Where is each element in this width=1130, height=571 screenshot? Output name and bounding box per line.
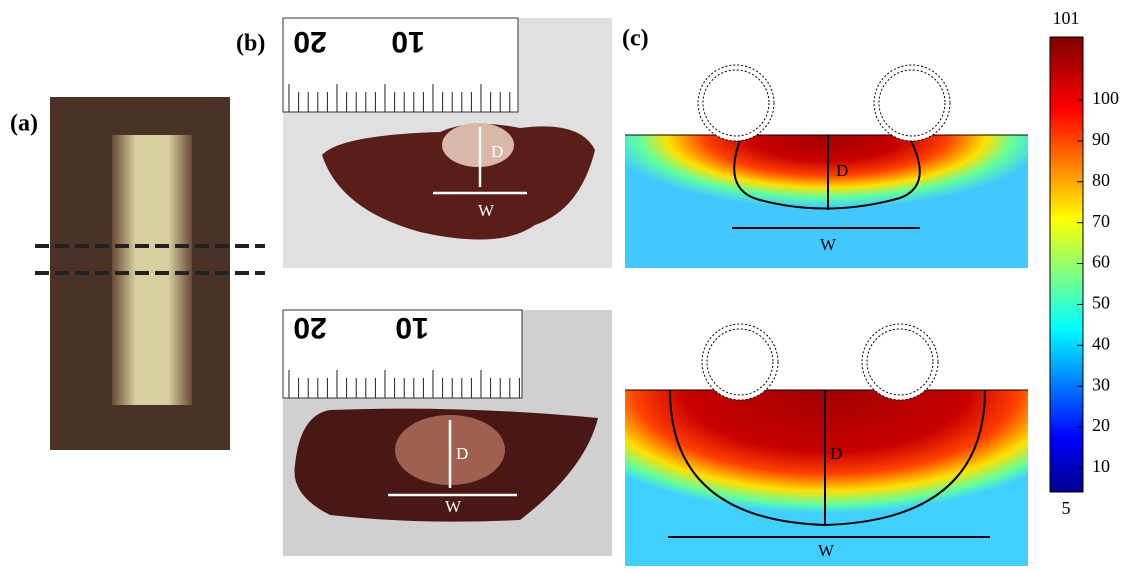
depth-label: D (456, 444, 468, 463)
ruler-label: 10 (395, 311, 428, 344)
figure: (a) (b) 20 10 D W 20 10 D W (c) D W D W … (0, 0, 1130, 566)
colorbar-tick-label: 100 (1092, 88, 1119, 108)
colorbar-tick-label: 40 (1092, 333, 1110, 353)
panel-label: (c) (622, 26, 649, 52)
colorbar (1050, 37, 1083, 492)
colorbar-tick-label: 50 (1092, 293, 1110, 313)
colorbar-tick-label: 30 (1092, 374, 1110, 394)
colorbar-tick-label: 70 (1092, 211, 1110, 231)
colorbar-tick-label: 10 (1092, 456, 1110, 476)
lesion (112, 135, 192, 405)
ruler-label: 20 (293, 311, 326, 344)
colorbar-tick-label: 80 (1092, 170, 1110, 190)
width-label: W (445, 497, 462, 516)
width-label: W (820, 235, 837, 254)
panel-label: (b) (236, 31, 265, 57)
width-label: W (818, 541, 835, 560)
width-label: W (478, 201, 495, 220)
photo (283, 18, 612, 268)
panel-label: (a) (10, 111, 38, 137)
colorbar-min: 5 (1062, 498, 1071, 518)
colorbar-tick-label: 60 (1092, 252, 1110, 272)
colorbar-tick-label: 20 (1092, 415, 1110, 435)
ruler-label: 20 (293, 25, 326, 58)
depth-label: D (836, 161, 848, 180)
photo (283, 310, 612, 556)
colorbar-max: 101 (1053, 8, 1080, 28)
depth-label: D (491, 142, 503, 161)
simulation (625, 324, 1028, 566)
ruler-label: 10 (391, 25, 424, 58)
depth-label: D (830, 444, 842, 463)
colorbar-tick-label: 90 (1092, 129, 1110, 149)
